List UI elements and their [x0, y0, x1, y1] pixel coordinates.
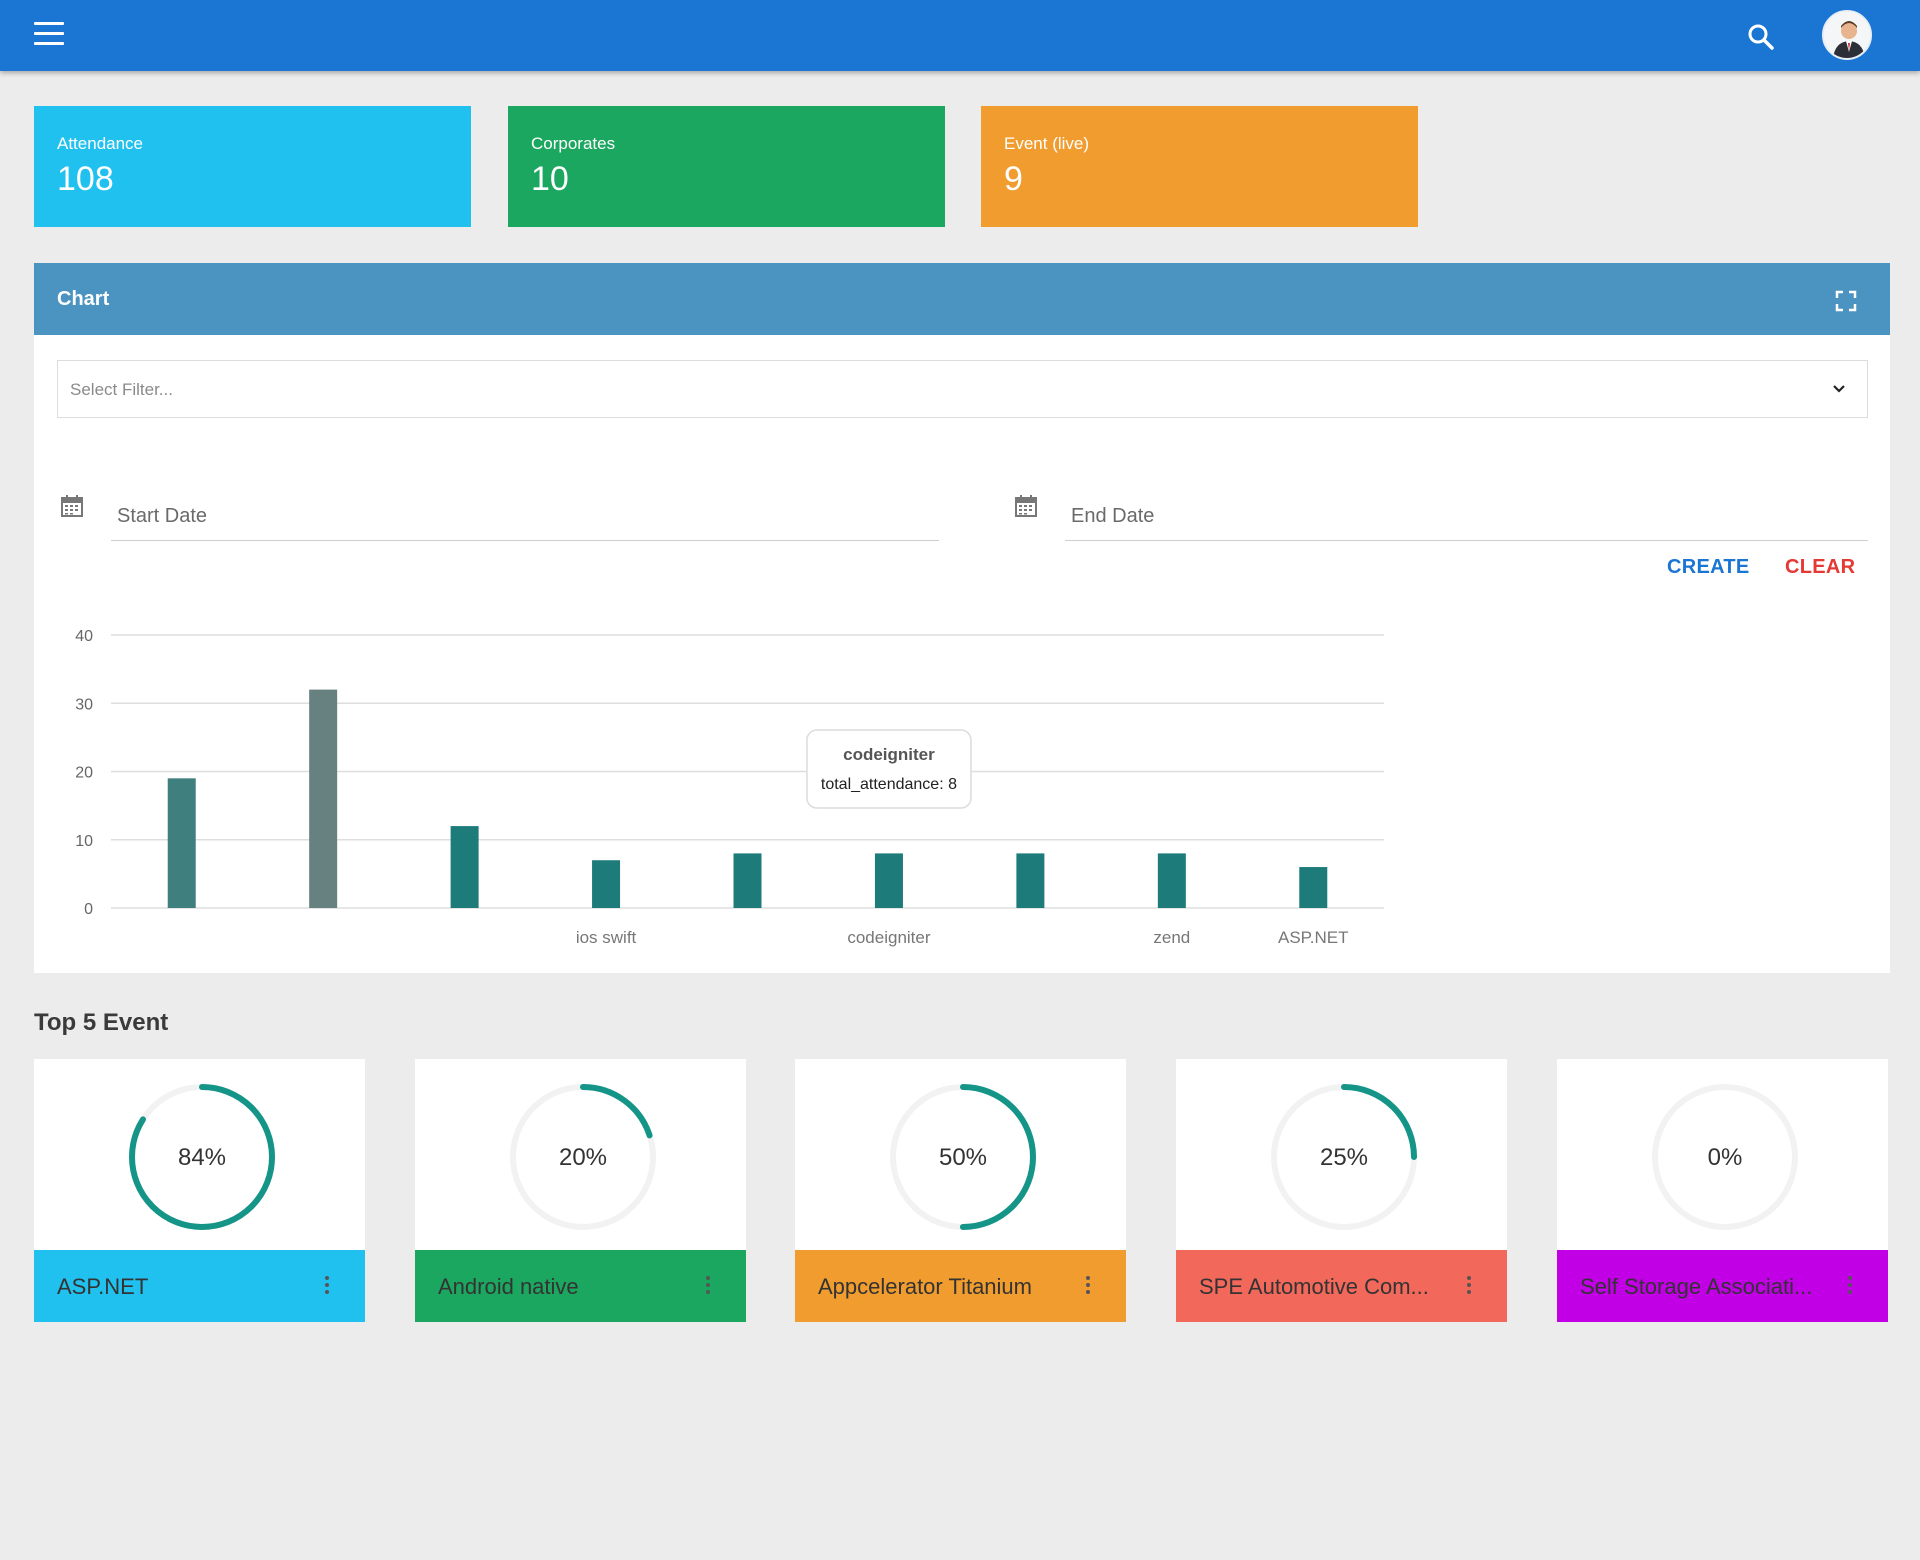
x-tick-label: ASP.NET: [1278, 928, 1349, 947]
event-name: ASP.NET: [57, 1274, 149, 1299]
progress-ring: 0%: [1652, 1084, 1798, 1230]
more-vert-icon[interactable]: [1846, 1276, 1854, 1298]
percent-label: 0%: [1708, 1144, 1743, 1171]
x-tick-label: ios swift: [576, 928, 637, 947]
chart-bar[interactable]: [1299, 867, 1328, 908]
progress-ring: 20%: [510, 1084, 656, 1230]
more-vert-icon[interactable]: [323, 1276, 331, 1298]
chevron-down-icon: [1833, 385, 1845, 393]
stat-label: Attendance: [57, 134, 144, 153]
tooltip-title: codeigniter: [843, 745, 935, 764]
more-vert-icon[interactable]: [1084, 1276, 1092, 1298]
ring-progress: [1271, 1084, 1417, 1230]
progress-ring: 25%: [1271, 1084, 1417, 1230]
event-name: SPE Automotive Com...: [1199, 1274, 1429, 1299]
percent-label: 25%: [1320, 1144, 1368, 1171]
top5-title: Top 5 Event: [34, 1009, 169, 1036]
chart-bar[interactable]: [1157, 853, 1186, 908]
more-vert-icon[interactable]: [1465, 1276, 1473, 1298]
event-card: 84% ASP.NET: [34, 1059, 365, 1322]
clear-button[interactable]: CLEAR: [1785, 556, 1856, 578]
percent-label: 84%: [178, 1144, 226, 1171]
event-card: 20% Android native: [415, 1059, 746, 1322]
search-icon[interactable]: [1746, 22, 1776, 52]
ring-track: [1652, 1084, 1798, 1230]
y-tick-label: 40: [75, 628, 93, 645]
y-tick-label: 20: [75, 765, 93, 782]
start-date-label: Start Date: [117, 505, 208, 527]
attendance-bar-chart: 0 10 20 30 40 ios swift codeigniter zend ASP.NET…: [75, 628, 1384, 947]
event-card-footer: SPE Automotive Com...: [1176, 1250, 1507, 1322]
percent-label: 20%: [559, 1144, 607, 1171]
progress-ring: 50%: [890, 1084, 1036, 1230]
filter-placeholder: Select Filter...: [70, 380, 173, 399]
chart-bar[interactable]: [733, 853, 762, 908]
event-card-footer: Android native: [415, 1250, 746, 1322]
chart-bar[interactable]: [1016, 853, 1045, 908]
x-tick-label: zend: [1153, 928, 1190, 947]
progress-ring: 84%: [129, 1084, 275, 1230]
chart-bar[interactable]: [167, 778, 196, 908]
filter-select[interactable]: Select Filter...: [57, 360, 1868, 418]
x-tick-label: codeigniter: [847, 928, 931, 947]
more-vert-icon[interactable]: [704, 1276, 712, 1298]
attendance-card: Attendance 108: [34, 106, 471, 227]
percent-label: 50%: [939, 1144, 987, 1171]
calendar-icon: [1015, 495, 1037, 517]
panel-title: Chart: [57, 288, 110, 310]
chart-bar[interactable]: [309, 689, 338, 908]
event-name: Self Storage Associati...: [1580, 1274, 1813, 1299]
stat-value: 9: [1004, 160, 1023, 198]
event-card-footer: Self Storage Associati...: [1557, 1250, 1888, 1322]
event-card-footer: ASP.NET: [34, 1250, 365, 1322]
y-tick-label: 0: [84, 901, 93, 918]
event-name: Appcelerator Titanium: [818, 1274, 1032, 1299]
stat-label: Corporates: [531, 134, 616, 153]
ring-progress: [890, 1084, 1036, 1230]
chart-panel-header: Chart: [34, 263, 1890, 335]
stat-value: 10: [531, 160, 569, 198]
chart-bar[interactable]: [450, 826, 479, 908]
stat-value: 108: [57, 160, 114, 198]
ring-progress: [510, 1084, 656, 1230]
calendar-icon: [61, 495, 83, 517]
create-button[interactable]: CREATE: [1667, 556, 1750, 578]
event-card: 50% Appcelerator Titanium: [795, 1059, 1126, 1322]
ring-progress: [129, 1084, 275, 1230]
chart-tooltip: codeigniter total_attendance: 8: [806, 729, 972, 809]
event-card: 25% SPE Automotive Com...: [1176, 1059, 1507, 1322]
start-date-field[interactable]: Start Date: [111, 483, 939, 541]
stat-label: Event (live): [1004, 134, 1090, 153]
y-tick-label: 10: [75, 833, 93, 850]
corporates-card: Corporates 10: [508, 106, 945, 227]
end-date-field[interactable]: End Date: [1065, 483, 1868, 541]
event-name: Android native: [438, 1274, 579, 1299]
app-bar: [0, 0, 1920, 71]
chart-bar[interactable]: [592, 860, 621, 908]
tooltip-body: total_attendance: 8: [821, 776, 957, 793]
event-card: 0% Self Storage Associati...: [1557, 1059, 1888, 1322]
menu-icon[interactable]: [34, 22, 66, 50]
avatar[interactable]: [1822, 10, 1872, 60]
chart-panel: Chart Select Filter... Start Date End Da…: [34, 263, 1890, 973]
event-live-card: Event (live) 9: [981, 106, 1418, 227]
fullscreen-icon[interactable]: [1835, 290, 1857, 312]
y-tick-label: 30: [75, 696, 93, 713]
event-card-footer: Appcelerator Titanium: [795, 1250, 1126, 1322]
end-date-label: End Date: [1071, 505, 1155, 527]
chart-bar[interactable]: [874, 853, 903, 908]
